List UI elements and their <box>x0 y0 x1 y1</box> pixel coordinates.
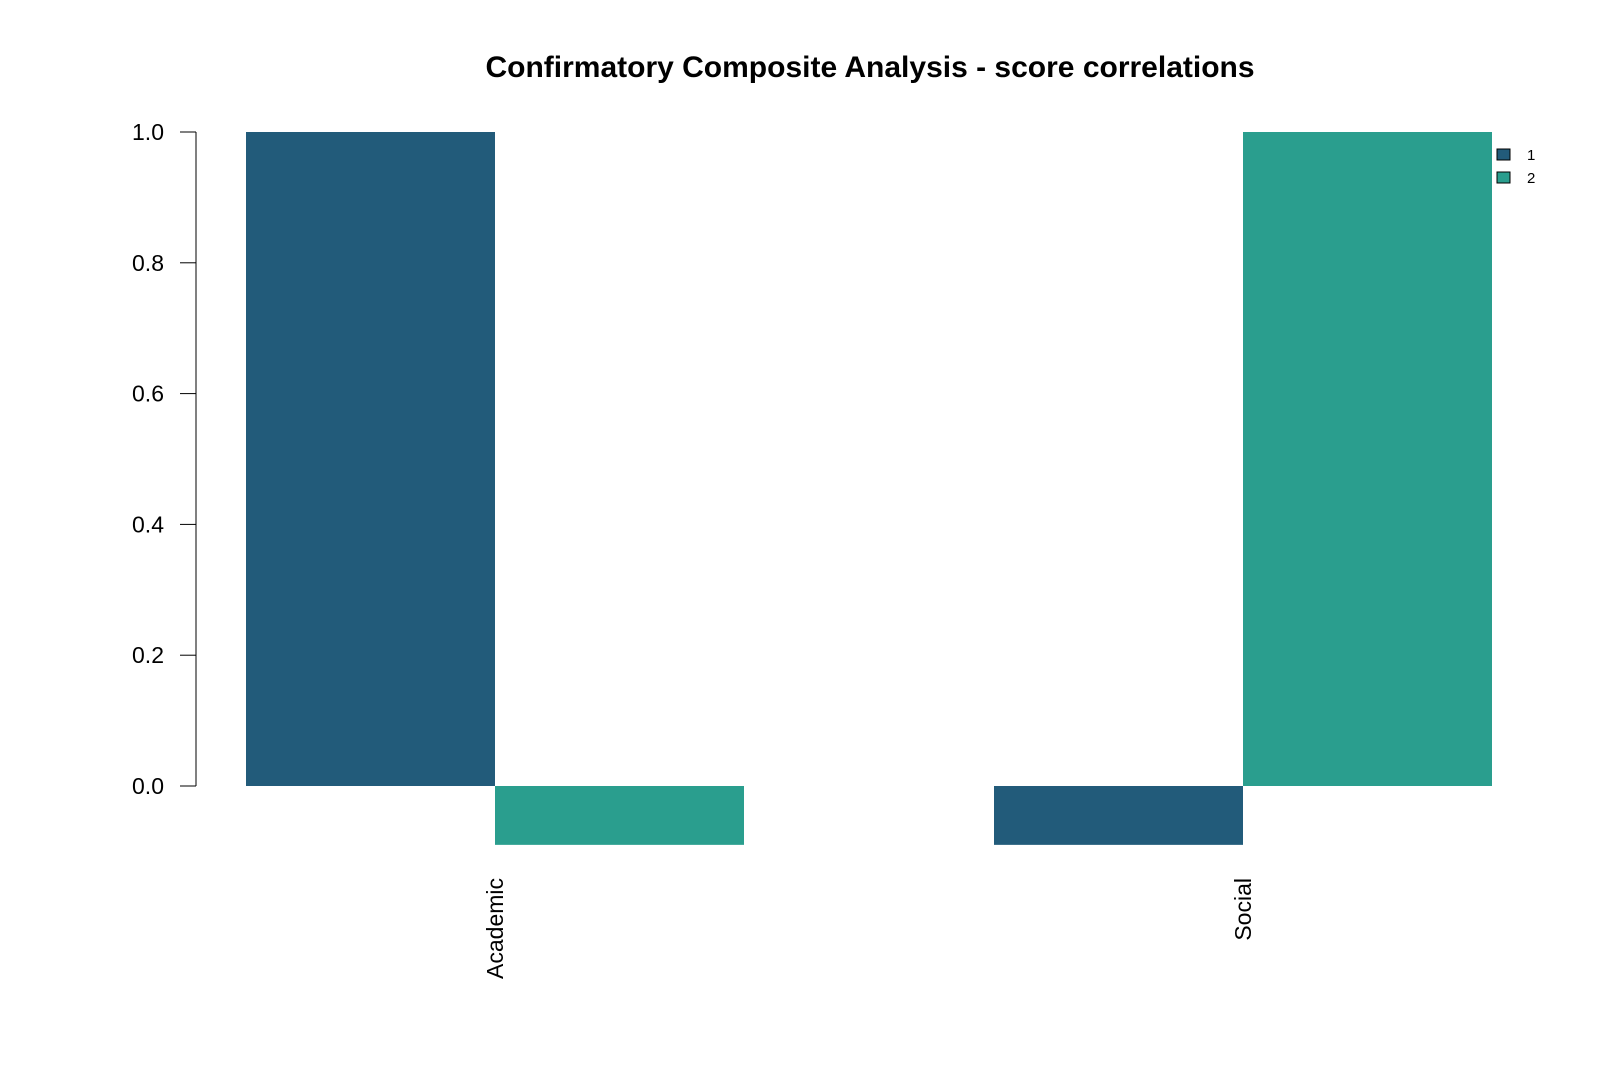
legend-label-1: 1 <box>1527 147 1535 164</box>
y-tick-label: 0.0 <box>132 773 164 799</box>
chart-title: Confirmatory Composite Analysis - score … <box>485 51 1254 84</box>
legend-swatch-1 <box>1496 148 1511 161</box>
bar-social-series-2 <box>1243 132 1492 786</box>
y-tick-label: 1.0 <box>132 119 164 145</box>
category-labels: Academic Social <box>482 878 1256 979</box>
y-tick-label: 0.8 <box>132 250 164 276</box>
legend: 12 <box>1496 147 1535 187</box>
category-label-social: Social <box>1230 878 1256 941</box>
bar-academic-series-2 <box>495 786 744 845</box>
y-tick-label: 0.4 <box>132 511 164 537</box>
category-label-academic: Academic <box>482 878 508 979</box>
legend-swatch-2 <box>1496 171 1511 184</box>
bar-academic-series-1 <box>246 132 495 786</box>
legend-label-2: 2 <box>1527 170 1535 187</box>
y-axis: 0.0 0.2 0.4 0.6 0.8 1.0 <box>132 119 197 799</box>
bars-group <box>246 132 1492 845</box>
y-tick-label: 0.6 <box>132 381 164 407</box>
bar-social-series-1 <box>994 786 1243 845</box>
y-tick-label: 0.2 <box>132 642 164 668</box>
